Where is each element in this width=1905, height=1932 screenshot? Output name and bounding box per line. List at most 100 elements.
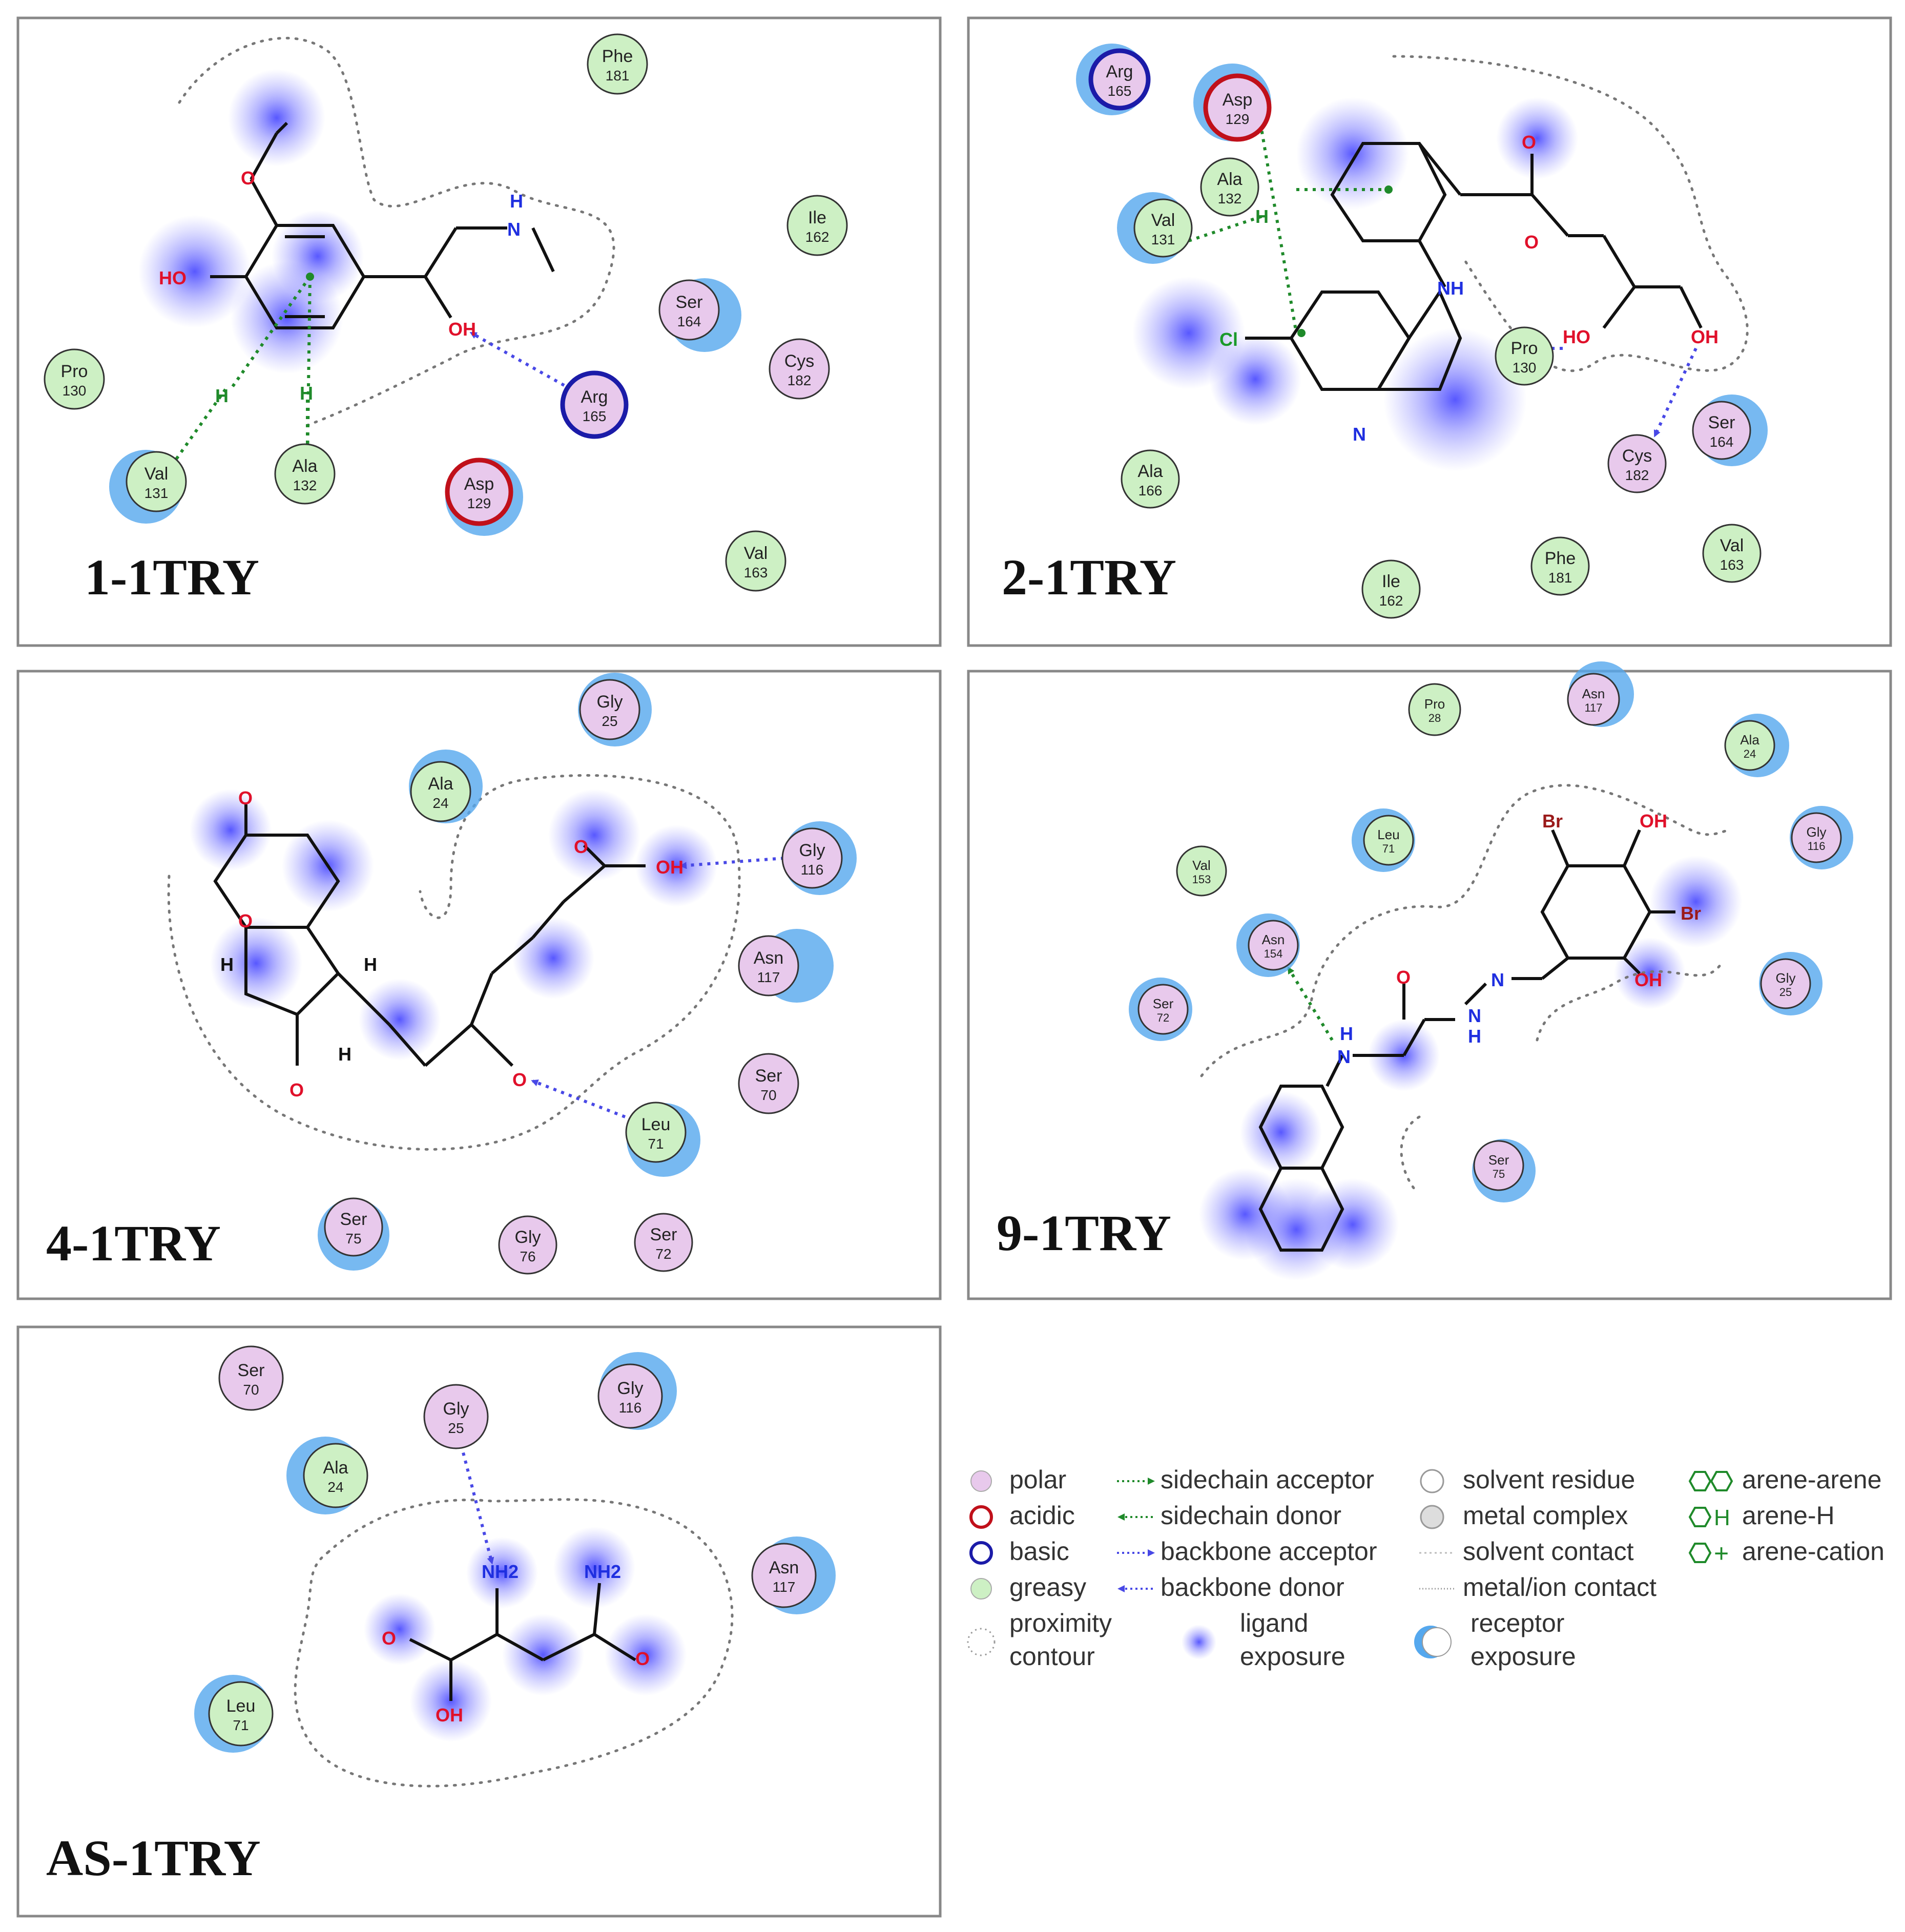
residue-disc	[1760, 958, 1811, 1009]
legend-item-greasy: greasy	[970, 1573, 1086, 1602]
residue-number: 116	[619, 1400, 642, 1416]
legend-label: solvent contact	[1463, 1537, 1634, 1566]
atom-label: OH	[656, 857, 684, 878]
proximity-contour	[167, 774, 741, 1151]
residue-disc	[208, 1681, 274, 1747]
legend-label: basic	[1009, 1537, 1069, 1566]
residue-name: Ser	[1708, 413, 1735, 432]
residue-name: Ala	[428, 774, 453, 794]
residue-number: 132	[1218, 191, 1242, 206]
residue-disc	[769, 338, 830, 400]
residue-number: 129	[1226, 111, 1250, 127]
legend-item-bb-don: backbone donor	[1117, 1573, 1344, 1602]
residue-number: 131	[1151, 232, 1175, 247]
residue-name: Asn	[1582, 686, 1605, 701]
panel-as-1try: NH2 NH2 O O OH AS-1TRY Ser70Gly25Gly116A…	[16, 1325, 942, 1918]
legend-label: sidechain acceptor	[1161, 1465, 1374, 1494]
residue-ser-75: Ser 75	[318, 1197, 389, 1271]
residue-number: 71	[233, 1717, 249, 1733]
panel-9-1try: Br OH Br OH O N N H H N 9-1TRY Pro28Asn1…	[967, 661, 1892, 1300]
residue-name: Ser	[1488, 1152, 1509, 1168]
sidechain-donor-interaction	[1287, 966, 1334, 1041]
residue-number: 153	[1192, 873, 1211, 886]
atom-label: H	[338, 1044, 351, 1065]
legend-label: contour	[1009, 1642, 1095, 1671]
ligand-skeleton	[409, 1583, 636, 1701]
residue-name: Ala	[1740, 732, 1759, 747]
residue-name: Leu	[641, 1115, 671, 1134]
residue-disc	[625, 1102, 687, 1163]
ligand-exposure	[364, 1527, 687, 1742]
residue-number: 76	[520, 1249, 535, 1264]
arene-h-interaction	[306, 276, 312, 462]
residue-name: Pro	[1511, 339, 1538, 358]
residue-disc	[1473, 1140, 1524, 1191]
atom-label: N	[1353, 424, 1366, 445]
residue-disc	[1567, 673, 1620, 726]
ligand-skeleton	[210, 121, 555, 329]
residue-name: Arg	[581, 387, 608, 407]
atom-label: H	[1340, 1023, 1353, 1044]
atom-label: O	[1396, 967, 1411, 988]
panel-label: AS-1TRY	[46, 1830, 261, 1886]
residue-name: Val	[744, 544, 768, 563]
atom-label: O	[238, 910, 253, 931]
proximity-contour-icon	[967, 1628, 996, 1656]
residue-name: Gly	[799, 841, 825, 860]
residue-number: 25	[1779, 986, 1792, 999]
atom-label: O	[1524, 232, 1539, 253]
atom-label: OH	[1640, 811, 1667, 832]
legend-item-sc-don: sidechain donor	[1117, 1501, 1341, 1530]
residue-number: 132	[293, 477, 317, 493]
residue-name: Asn	[1262, 932, 1285, 947]
atom-label: Cl	[1219, 329, 1238, 350]
residue-disc	[44, 348, 105, 410]
residue-number: 154	[1264, 947, 1283, 960]
legend-item-metal-contact: metal/ion contact	[1419, 1573, 1656, 1602]
solvent-residue-icon	[1420, 1469, 1444, 1493]
residue-disc	[738, 1053, 799, 1114]
residue-val-163: Val 163	[725, 530, 786, 592]
residue-ile-162: Ile 162	[786, 195, 848, 256]
ligand-skeleton	[1245, 142, 1703, 391]
residue-disc	[324, 1197, 383, 1257]
legend-item-polar: polar	[970, 1465, 1066, 1494]
residue-disc	[410, 761, 471, 822]
basic-ring-icon	[969, 1541, 993, 1565]
ligand-skeleton	[213, 804, 646, 1067]
residue-name: Asn	[754, 948, 784, 968]
atom-label: O	[574, 836, 588, 857]
residue-name: Pro	[1424, 696, 1445, 712]
residue-val-163: Val 163	[1702, 524, 1762, 583]
panel-frame	[16, 16, 942, 647]
residue-name: Gly	[597, 692, 623, 712]
residue-number: 70	[243, 1382, 259, 1398]
residue-name: Pro	[61, 362, 88, 381]
residue-number: 24	[327, 1479, 343, 1495]
residue-disc	[126, 451, 187, 512]
atom-label: NH	[1437, 278, 1464, 299]
residue-number: 24	[432, 795, 448, 811]
residue-disc	[597, 1363, 663, 1429]
residue-name: Ile	[808, 208, 826, 227]
atom-label: N	[1337, 1046, 1351, 1067]
residue-disc	[1248, 920, 1299, 971]
legend-label: exposure	[1471, 1642, 1576, 1671]
residue-name: Phe	[1545, 549, 1576, 568]
arene-arene-interaction	[1259, 122, 1298, 334]
residue-number: 70	[760, 1087, 776, 1103]
residue-disc	[1137, 984, 1189, 1035]
residue-disc	[1692, 401, 1751, 460]
residue-disc	[751, 1543, 817, 1608]
